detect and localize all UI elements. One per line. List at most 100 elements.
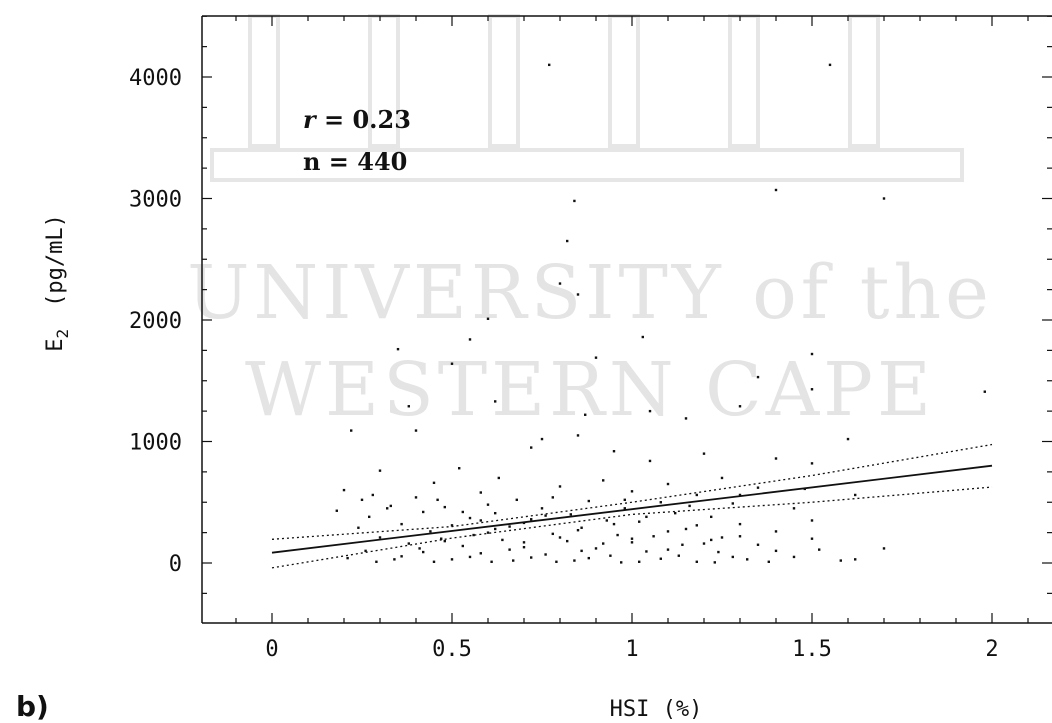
data-point xyxy=(350,429,353,432)
data-point xyxy=(666,482,670,486)
data-point xyxy=(418,547,421,550)
data-point xyxy=(630,541,634,544)
data-point xyxy=(731,502,734,505)
data-point xyxy=(490,560,493,563)
data-point xyxy=(486,531,490,534)
x-tick-label: 0 xyxy=(265,637,278,662)
data-point xyxy=(440,537,443,540)
panel-label: b) xyxy=(16,690,49,723)
data-point xyxy=(494,400,497,403)
data-point xyxy=(414,496,418,499)
data-point xyxy=(551,532,554,536)
data-point xyxy=(544,553,547,556)
data-point xyxy=(659,501,662,504)
data-point xyxy=(666,530,670,533)
data-point xyxy=(450,524,454,527)
regression-line xyxy=(271,464,993,554)
data-point xyxy=(620,561,623,564)
data-point xyxy=(494,527,497,531)
data-point xyxy=(810,462,814,465)
data-point xyxy=(684,417,688,420)
data-point xyxy=(422,510,425,514)
data-point xyxy=(612,450,616,453)
data-point xyxy=(645,515,648,519)
data-point xyxy=(522,546,526,549)
data-point xyxy=(645,550,648,553)
data-point xyxy=(839,559,842,562)
data-point xyxy=(695,493,698,497)
data-point xyxy=(774,457,778,460)
data-point xyxy=(450,362,454,365)
data-point xyxy=(659,557,662,560)
watermark-column xyxy=(488,14,520,148)
data-points xyxy=(335,63,986,564)
confidence-band-lower xyxy=(271,486,993,569)
y-tick-label: 0 xyxy=(169,552,182,577)
data-point xyxy=(486,317,490,320)
data-point xyxy=(360,498,364,502)
data-point xyxy=(375,560,378,563)
x-axis-title: HSI (%) xyxy=(610,697,703,722)
data-point xyxy=(479,552,482,555)
y-axis-title: E2 (pg/mL) xyxy=(43,214,72,352)
data-point xyxy=(432,481,436,485)
data-point xyxy=(436,498,439,502)
data-point xyxy=(688,504,691,508)
x-axis: 0 0.5 1 1.5 2 xyxy=(235,16,1029,662)
data-point xyxy=(720,476,724,480)
data-point xyxy=(810,388,814,391)
data-point xyxy=(558,485,562,488)
y-axis-title-unit: (pg/mL) xyxy=(43,214,68,307)
data-point xyxy=(450,558,454,561)
data-point xyxy=(501,538,504,542)
data-point xyxy=(346,556,349,560)
data-point xyxy=(576,434,580,437)
data-point xyxy=(612,522,616,526)
data-point xyxy=(540,507,544,510)
data-point xyxy=(508,525,511,528)
data-point xyxy=(468,338,472,341)
r-annotation: r = 0.23 xyxy=(303,105,411,134)
watermark-column xyxy=(848,14,880,148)
confidence-band-upper xyxy=(271,443,993,540)
regression-line-group xyxy=(271,464,993,554)
data-point xyxy=(584,413,587,416)
data-point xyxy=(774,188,778,192)
data-point xyxy=(630,537,634,540)
data-point xyxy=(576,293,580,296)
data-point xyxy=(602,542,605,545)
data-point xyxy=(566,239,569,243)
data-point xyxy=(515,498,518,502)
data-point xyxy=(818,548,821,551)
watermark-line-1: UNIVERSITY of the xyxy=(187,250,993,336)
data-point xyxy=(652,535,655,538)
data-point xyxy=(623,498,626,502)
data-point xyxy=(702,452,706,455)
data-point xyxy=(540,437,544,441)
data-point xyxy=(580,549,583,553)
x-tick-label: 1 xyxy=(625,637,638,662)
data-point xyxy=(738,522,742,526)
data-point xyxy=(756,486,760,489)
watermark-column xyxy=(248,14,280,148)
data-point xyxy=(594,356,598,359)
data-point xyxy=(738,535,742,538)
data-point xyxy=(486,503,490,506)
data-point xyxy=(738,493,742,497)
data-point xyxy=(774,530,778,533)
data-point xyxy=(756,375,760,379)
y-axis: 0 1000 2000 3000 4000 xyxy=(129,15,1052,594)
data-point xyxy=(792,555,796,559)
data-point xyxy=(587,499,590,503)
y-tick-label: 4000 xyxy=(129,66,182,91)
y-tick-label: 3000 xyxy=(129,188,182,213)
data-point xyxy=(882,547,886,550)
data-point xyxy=(810,519,814,522)
y-tick-label: 1000 xyxy=(129,431,182,456)
n-annotation: n = 440 xyxy=(303,147,407,176)
data-point xyxy=(756,543,760,546)
data-point xyxy=(566,539,569,543)
data-point xyxy=(882,197,886,200)
data-point xyxy=(497,476,500,480)
data-point xyxy=(792,507,796,510)
